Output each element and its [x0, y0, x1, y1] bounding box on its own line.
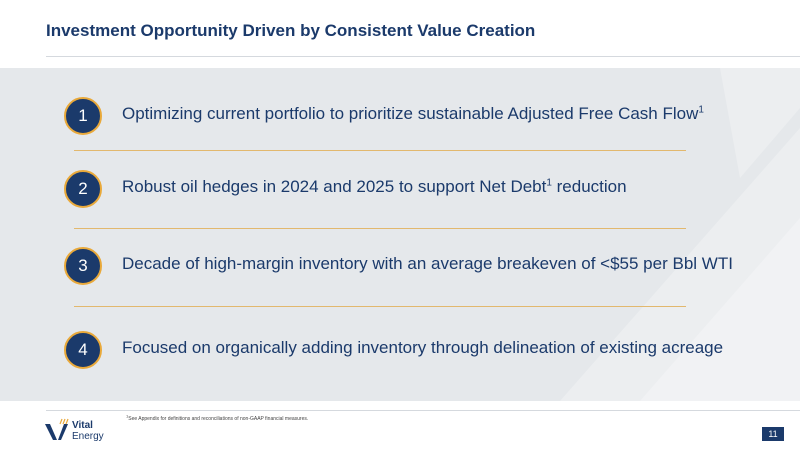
- list-item-text: Decade of high-margin inventory with an …: [122, 254, 733, 273]
- content-band: 1 Optimizing current portfolio to priori…: [0, 68, 800, 401]
- list-item-text: Optimizing current portfolio to prioriti…: [122, 104, 704, 123]
- company-logo: Vital Energy: [44, 418, 124, 444]
- slide-title: Investment Opportunity Driven by Consist…: [46, 21, 536, 40]
- footer-divider: [46, 410, 800, 411]
- number-badge: 2: [64, 170, 102, 208]
- logo-mark-icon: [45, 418, 69, 440]
- number-badge: 3: [64, 247, 102, 285]
- item-separator: [74, 150, 686, 151]
- title-divider: [46, 56, 800, 57]
- logo-wordmark: Vital Energy: [72, 420, 104, 442]
- item-separator: [74, 228, 686, 229]
- number-badge: 1: [64, 97, 102, 135]
- background-stripes: [560, 68, 800, 401]
- footnote: 1See Appendix for definitions and reconc…: [126, 413, 309, 422]
- list-item-4: 4 Focused on organically adding inventor…: [64, 331, 784, 371]
- list-item-text: Focused on organically adding inventory …: [122, 338, 724, 357]
- number-badge: 4: [64, 331, 102, 369]
- page-number: 11: [762, 427, 784, 441]
- list-item-1: 1 Optimizing current portfolio to priori…: [64, 97, 784, 137]
- list-item-2: 2 Robust oil hedges in 2024 and 2025 to …: [64, 170, 784, 210]
- list-item-3: 3 Decade of high-margin inventory with a…: [64, 247, 784, 287]
- item-separator: [74, 306, 686, 307]
- list-item-text: Robust oil hedges in 2024 and 2025 to su…: [122, 177, 627, 196]
